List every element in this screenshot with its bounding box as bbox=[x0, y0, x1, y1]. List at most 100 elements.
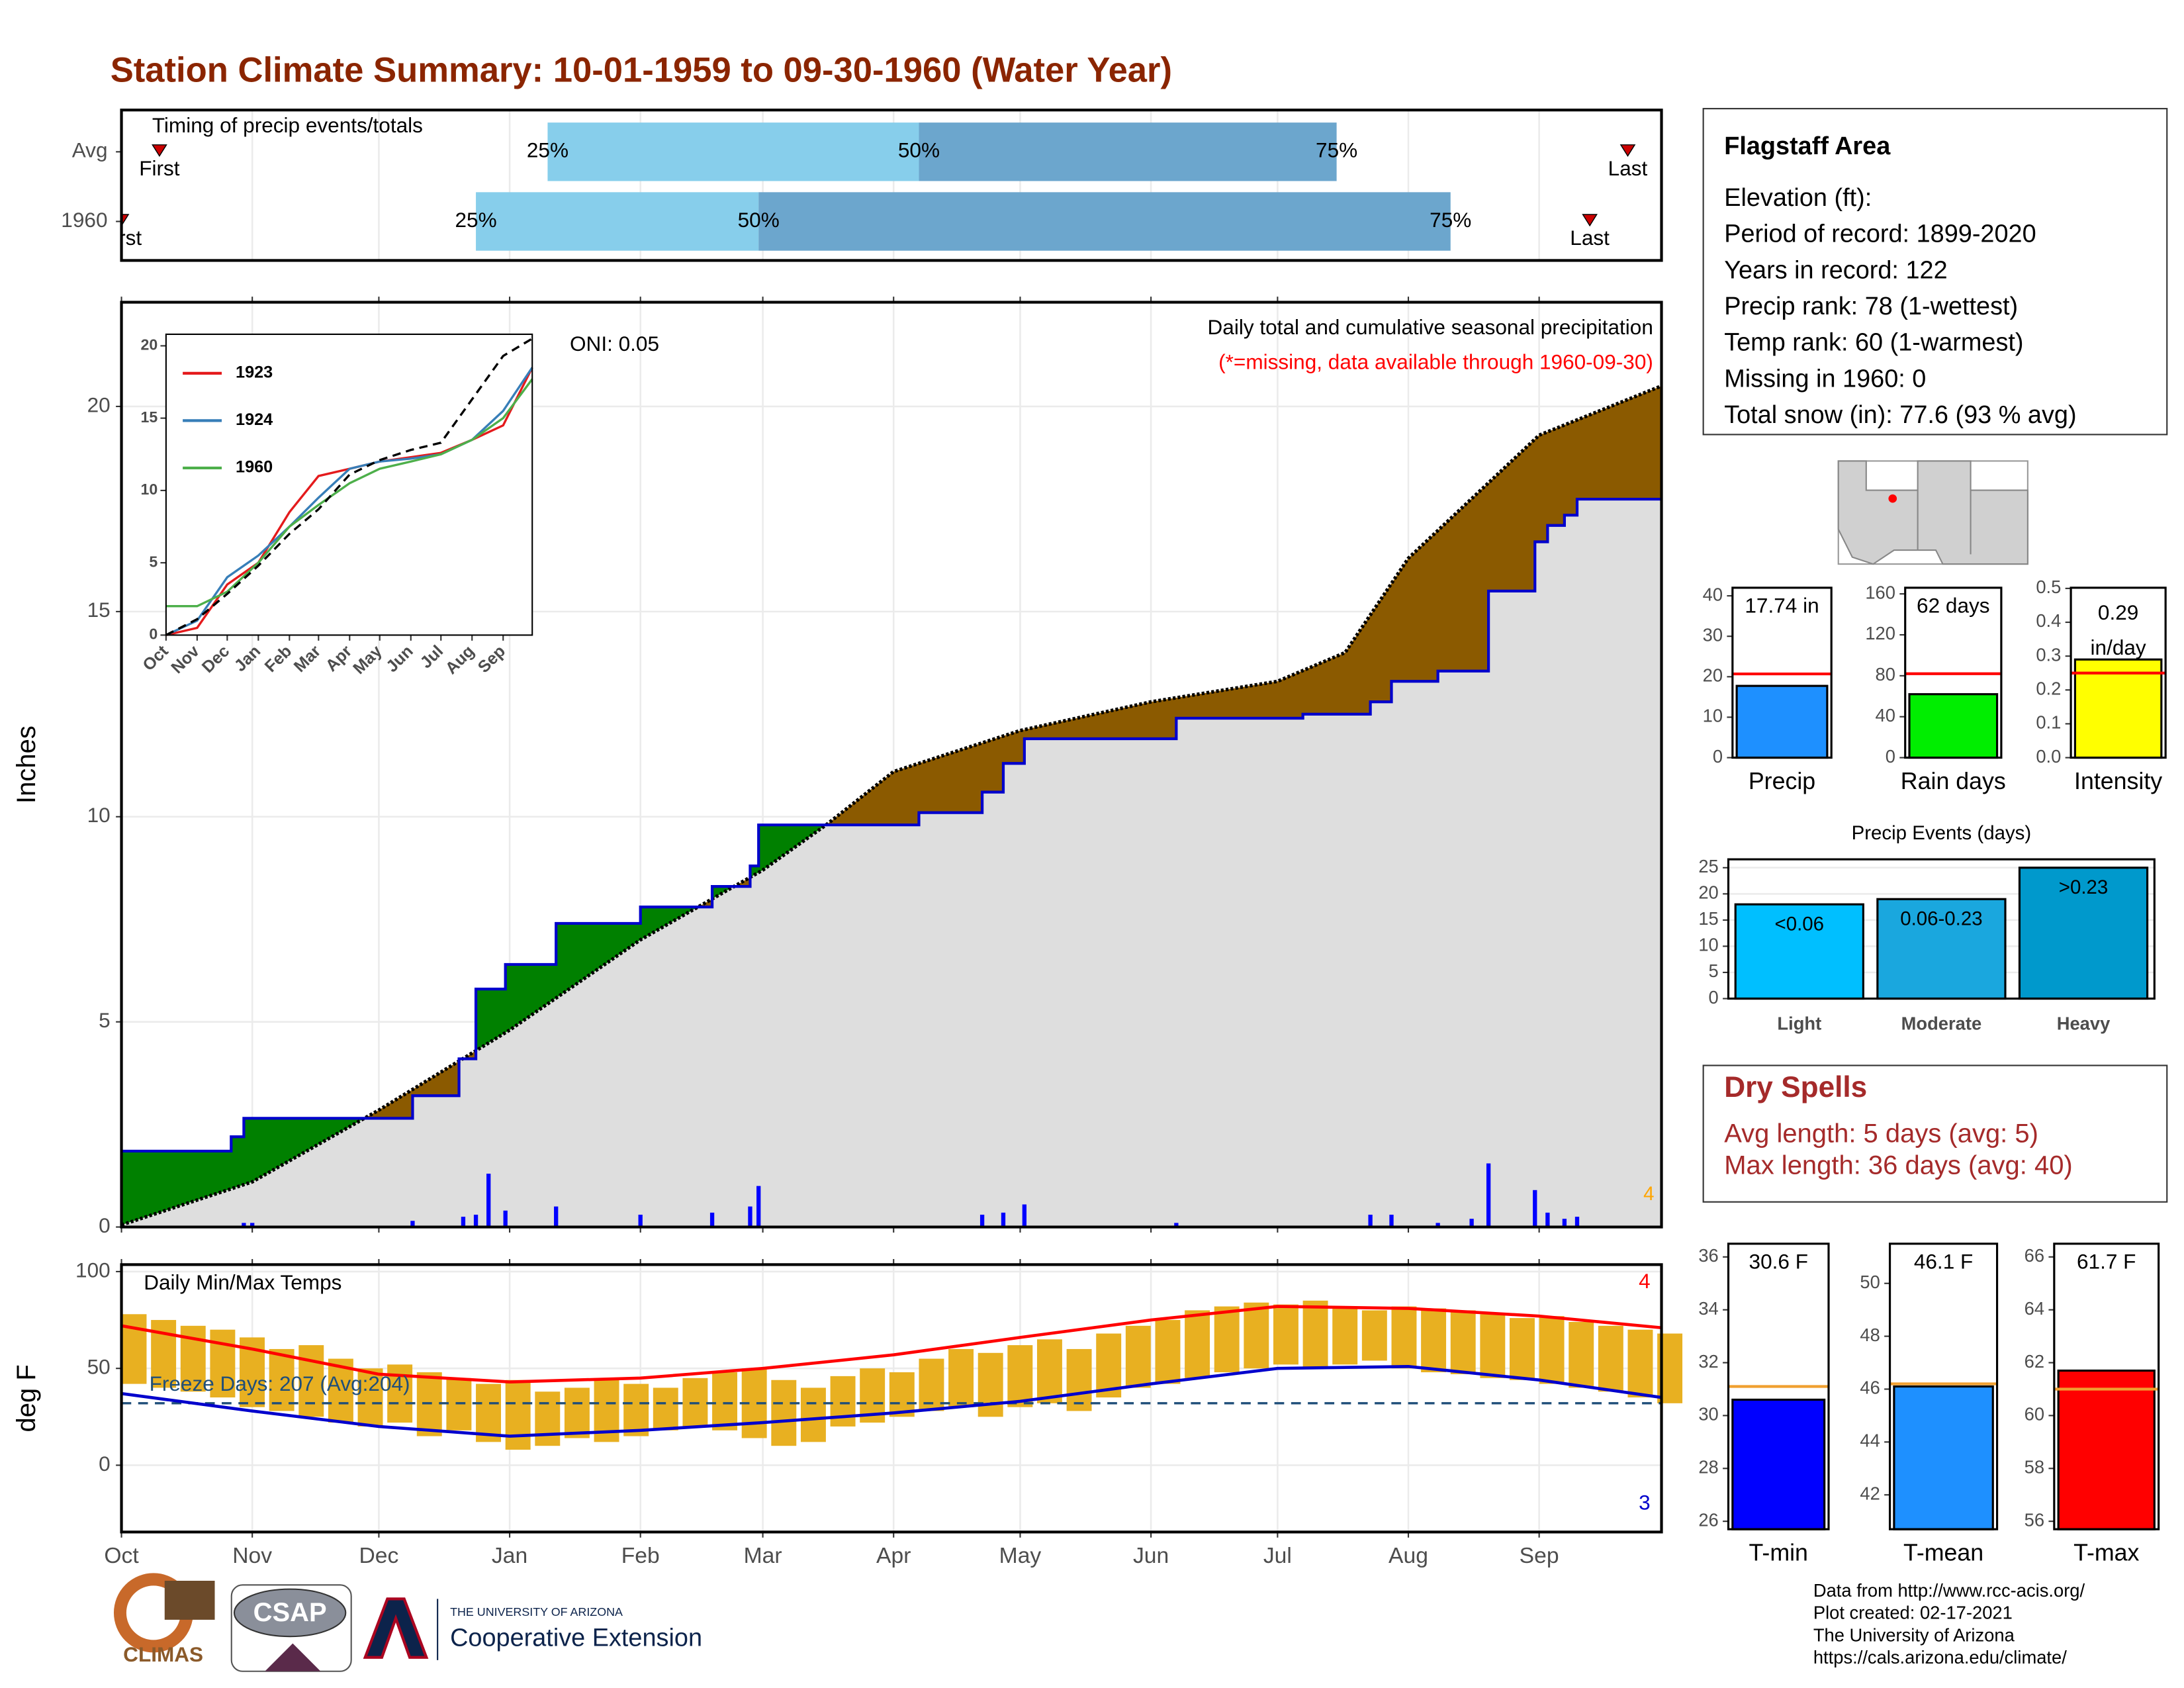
daily-bar bbox=[1174, 1223, 1179, 1227]
daily-temp-bar bbox=[830, 1376, 856, 1427]
y-axis-title: Inches bbox=[12, 726, 41, 804]
percent-label: 25% bbox=[455, 208, 496, 232]
y-tick-label: 0 bbox=[99, 1452, 111, 1476]
bar bbox=[1735, 684, 1829, 759]
daily-temp-bar bbox=[1391, 1306, 1417, 1369]
year-line bbox=[121, 497, 1662, 1153]
daily-bar bbox=[410, 1221, 415, 1227]
daily-bar bbox=[1533, 1190, 1537, 1227]
y-tick-label: 100 bbox=[75, 1258, 111, 1282]
percent-label: 50% bbox=[738, 208, 780, 232]
credit: Data from http://www.rcc-acis.org/ bbox=[1813, 1580, 2085, 1601]
marker-label: Last bbox=[1570, 226, 1610, 250]
bar bbox=[1876, 898, 2007, 1000]
daily-temp-bar bbox=[1510, 1318, 1535, 1380]
dry-spells-line: Max length: 36 days (avg: 40) bbox=[1724, 1151, 2073, 1180]
plot-frame bbox=[1731, 586, 1833, 759]
category-label: Moderate bbox=[1901, 1013, 1982, 1034]
daily-temp-bar bbox=[1421, 1308, 1447, 1373]
daily-temp-bar bbox=[1214, 1306, 1240, 1373]
x-tick-label: Mar bbox=[291, 641, 325, 676]
page-title: Station Climate Summary: 10-01-1959 to 0… bbox=[111, 50, 1172, 89]
y-tick-label: 120 bbox=[1865, 623, 1895, 643]
category-label: T-mean bbox=[1903, 1539, 1983, 1566]
annotation: Freeze Days: 207 (Avg:204) bbox=[150, 1372, 410, 1395]
plot-frame bbox=[1904, 586, 2003, 759]
daily-temp-bar bbox=[800, 1387, 826, 1442]
y-tick-label: 30 bbox=[1698, 1404, 1718, 1425]
daily-bar bbox=[461, 1217, 466, 1227]
x-tick-label: May bbox=[999, 1544, 1042, 1568]
dry-spells-title: Dry Spells bbox=[1724, 1071, 1867, 1103]
category-label: Precip bbox=[1749, 768, 1815, 794]
timing-bar bbox=[476, 192, 759, 251]
x-tick-label: Nov bbox=[167, 642, 203, 678]
y-tick-label: 10 bbox=[1698, 935, 1718, 955]
marker-label: First bbox=[139, 156, 180, 180]
info-line: Elevation (ft): bbox=[1724, 184, 1872, 212]
plot-frame bbox=[1727, 1243, 1830, 1530]
value-label: 62 days bbox=[1917, 594, 1990, 618]
x-tick-label: Feb bbox=[621, 1544, 660, 1568]
y-tick-label: 15 bbox=[1698, 908, 1718, 929]
daily-bar bbox=[1368, 1214, 1373, 1227]
y-tick-label: 26 bbox=[1698, 1509, 1718, 1530]
daily-temp-bar bbox=[269, 1348, 295, 1411]
daily-temp-bar bbox=[1332, 1306, 1358, 1365]
y-tick-label: 62 bbox=[2025, 1351, 2044, 1372]
daily-bar bbox=[1545, 1212, 1550, 1227]
daily-temp-bar bbox=[357, 1368, 383, 1427]
y-tick-label: 42 bbox=[1860, 1483, 1880, 1503]
plot-frame bbox=[120, 109, 1663, 262]
daily-temp-bar bbox=[712, 1372, 738, 1430]
y-tick-label: 50 bbox=[1860, 1272, 1880, 1292]
category-label: Heavy bbox=[2057, 1013, 2111, 1034]
x-tick-label: May bbox=[349, 642, 386, 679]
y-tick-label: 0.0 bbox=[2036, 746, 2061, 767]
daily-bar bbox=[1562, 1219, 1567, 1227]
legend-label: 1960 bbox=[236, 458, 273, 477]
y-tick-label: 32 bbox=[1698, 1351, 1718, 1372]
daily-temp-bar bbox=[1244, 1302, 1269, 1369]
daily-temp-bar bbox=[564, 1387, 590, 1438]
info-title: Flagstaff Area bbox=[1724, 132, 1891, 160]
x-tick-label: Oct bbox=[139, 641, 172, 675]
y-tick-label: 50 bbox=[87, 1355, 111, 1379]
y-tick-label: 5 bbox=[99, 1008, 111, 1032]
value-unit: in/day bbox=[2091, 635, 2146, 659]
y-axis-title: deg F bbox=[12, 1364, 41, 1432]
bar bbox=[2018, 867, 2149, 1000]
daily-temp-bar bbox=[978, 1352, 1003, 1417]
legend-label: 1923 bbox=[236, 363, 273, 382]
credit: https://cals.arizona.edu/climate/ bbox=[1813, 1647, 2067, 1667]
daily-temp-bar bbox=[121, 1314, 147, 1384]
daily-bar bbox=[1022, 1204, 1027, 1227]
value-label: <0.06 bbox=[1775, 914, 1825, 935]
chart-subtitle: (*=missing, data available through 1960-… bbox=[1218, 350, 1653, 373]
bar bbox=[1893, 1385, 1994, 1530]
x-tick-label: Sep bbox=[475, 642, 510, 677]
daily-bar bbox=[1389, 1214, 1394, 1227]
y-tick-label: 28 bbox=[1698, 1457, 1718, 1477]
daily-temp-bar bbox=[1125, 1325, 1151, 1388]
logo-text: CSAP bbox=[253, 1598, 327, 1627]
info-line: Total snow (in): 77.6 (93 % avg) bbox=[1724, 401, 2076, 429]
y-tick-label: 40 bbox=[1876, 705, 1895, 726]
plot-frame bbox=[2070, 586, 2167, 759]
y-tick-label: 34 bbox=[1698, 1298, 1718, 1319]
daily-temp-bar bbox=[1302, 1300, 1328, 1369]
timing-rows: 25% 50% 75% First Last 25% 50% 75% First Last bbox=[121, 122, 1648, 251]
y-tick-label: 160 bbox=[1865, 582, 1895, 602]
daily-temp-bar bbox=[1185, 1310, 1210, 1378]
y-tick-label: 5 bbox=[149, 553, 158, 570]
daily-bar bbox=[1486, 1163, 1491, 1227]
daily-temp-bar bbox=[1066, 1348, 1092, 1411]
plot-frame bbox=[2053, 1243, 2160, 1530]
value-label: >0.23 bbox=[2059, 876, 2109, 898]
bar bbox=[1908, 693, 1999, 759]
info-line: Temp rank: 60 (1-warmest) bbox=[1724, 329, 2023, 357]
chart-title: Daily total and cumulative seasonal prec… bbox=[1208, 315, 1653, 339]
daily-bar bbox=[242, 1223, 246, 1227]
percent-label: 25% bbox=[527, 138, 569, 162]
daily-temp-bar bbox=[1155, 1320, 1181, 1384]
